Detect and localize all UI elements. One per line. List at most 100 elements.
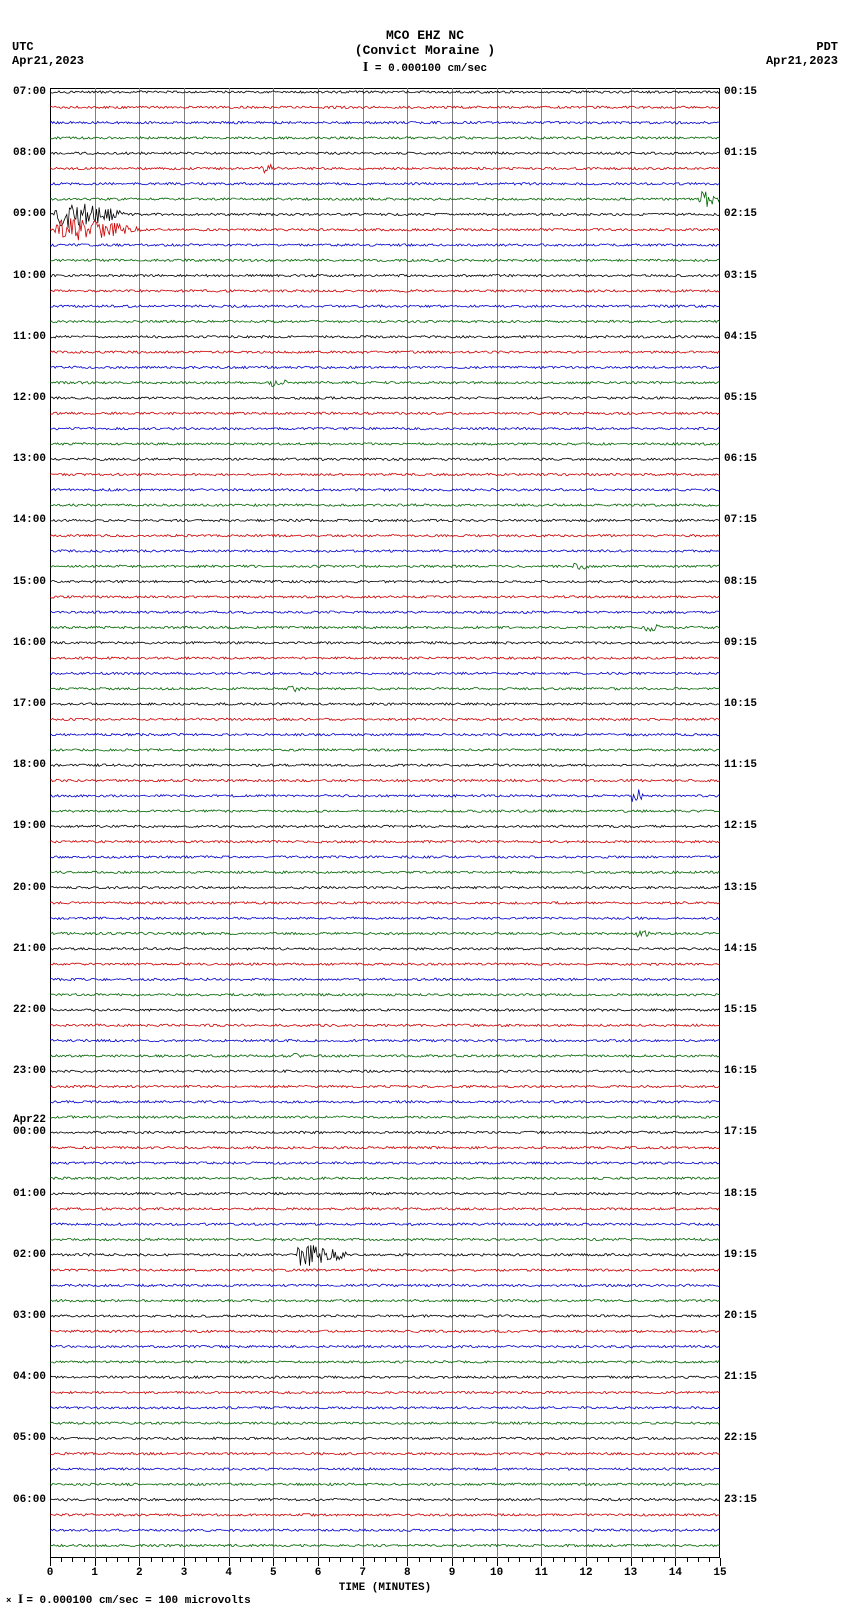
scale-indicator: I = 0.000100 cm/sec bbox=[0, 60, 850, 76]
trace-line bbox=[50, 1070, 720, 1072]
trace-line bbox=[50, 1147, 720, 1149]
station-subtitle: (Convict Moraine ) bbox=[0, 43, 850, 58]
pdt-time-label: 14:15 bbox=[724, 943, 757, 955]
xtick-minor bbox=[687, 1558, 688, 1562]
xtick-minor bbox=[430, 1558, 431, 1562]
trace-line bbox=[50, 366, 720, 368]
utc-time-label: 16:00 bbox=[13, 637, 46, 649]
trace-line bbox=[50, 733, 720, 735]
xtick-label: 12 bbox=[579, 1567, 592, 1579]
xtick-major bbox=[229, 1558, 230, 1566]
pdt-time-label: 04:15 bbox=[724, 331, 757, 343]
xtick-minor bbox=[251, 1558, 252, 1562]
trace-line bbox=[50, 218, 720, 240]
trace-line bbox=[50, 642, 720, 644]
xtick-minor bbox=[642, 1558, 643, 1562]
trace-line bbox=[50, 1177, 720, 1179]
utc-time-label: 15:00 bbox=[13, 576, 46, 588]
utc-time-label: 02:00 bbox=[13, 1249, 46, 1261]
utc-time-label: 01:00 bbox=[13, 1188, 46, 1200]
trace-line bbox=[50, 1391, 720, 1393]
pdt-time-label: 08:15 bbox=[724, 576, 757, 588]
xtick-minor bbox=[72, 1558, 73, 1562]
xtick-minor bbox=[307, 1558, 308, 1562]
xtick-minor bbox=[106, 1558, 107, 1562]
trace-line bbox=[50, 152, 720, 154]
xtick-minor bbox=[285, 1558, 286, 1562]
trace-line bbox=[50, 563, 720, 569]
xtick-major bbox=[631, 1558, 632, 1566]
trace-line bbox=[50, 1498, 720, 1500]
xtick-major bbox=[541, 1558, 542, 1566]
trace-line bbox=[50, 121, 720, 123]
trace-line bbox=[50, 1223, 720, 1225]
xtick-label: 8 bbox=[404, 1567, 411, 1579]
utc-time-label: 07:00 bbox=[13, 86, 46, 98]
xtick-label: 10 bbox=[490, 1567, 503, 1579]
xtick-minor bbox=[385, 1558, 386, 1562]
trace-line bbox=[50, 290, 720, 292]
xtick-label: 14 bbox=[669, 1567, 682, 1579]
trace-line bbox=[50, 718, 720, 720]
xtick-label: 7 bbox=[359, 1567, 366, 1579]
trace-line bbox=[50, 686, 720, 691]
xtick-minor bbox=[206, 1558, 207, 1562]
xtick-minor bbox=[474, 1558, 475, 1562]
xtick-major bbox=[50, 1558, 51, 1566]
utc-time-label: 04:00 bbox=[13, 1371, 46, 1383]
xtick-minor bbox=[653, 1558, 654, 1562]
trace-line bbox=[50, 1162, 720, 1164]
xtick-minor bbox=[463, 1558, 464, 1562]
trace-line bbox=[50, 535, 720, 537]
trace-line bbox=[50, 1514, 720, 1516]
trace-line bbox=[50, 948, 720, 950]
xtick-minor bbox=[84, 1558, 85, 1562]
xtick-label: 3 bbox=[181, 1567, 188, 1579]
trace-line bbox=[50, 1039, 720, 1041]
xtick-minor bbox=[117, 1558, 118, 1562]
xtick-major bbox=[586, 1558, 587, 1566]
utc-time-label: 20:00 bbox=[13, 882, 46, 894]
trace-line bbox=[50, 764, 720, 766]
xtick-minor bbox=[218, 1558, 219, 1562]
trace-line bbox=[50, 1315, 720, 1317]
trace-line bbox=[50, 1101, 720, 1103]
xtick-minor bbox=[553, 1558, 554, 1562]
xtick-label: 15 bbox=[713, 1567, 726, 1579]
trace-line bbox=[50, 458, 720, 460]
xtick-major bbox=[318, 1558, 319, 1566]
trace-line bbox=[50, 1407, 720, 1409]
xtick-minor bbox=[151, 1558, 152, 1562]
pdt-time-label: 01:15 bbox=[724, 147, 757, 159]
trace-line bbox=[50, 1529, 720, 1531]
trace-line bbox=[50, 320, 720, 322]
trace-line bbox=[50, 789, 720, 801]
utc-time-label: 21:00 bbox=[13, 943, 46, 955]
trace-line bbox=[50, 779, 720, 781]
xtick-label: 0 bbox=[47, 1567, 54, 1579]
trace-svg bbox=[50, 88, 720, 1558]
trace-line bbox=[50, 1192, 720, 1194]
pdt-time-label: 00:15 bbox=[724, 86, 757, 98]
trace-line bbox=[50, 204, 720, 228]
trace-line bbox=[50, 91, 720, 93]
trace-line bbox=[50, 336, 720, 338]
xtick-minor bbox=[162, 1558, 163, 1562]
xtick-minor bbox=[441, 1558, 442, 1562]
date-right-label: Apr21,2023 bbox=[766, 54, 838, 68]
trace-line bbox=[50, 871, 720, 873]
utc-time-label: 13:00 bbox=[13, 453, 46, 465]
trace-line bbox=[50, 244, 720, 246]
xtick-minor bbox=[340, 1558, 341, 1562]
trace-line bbox=[50, 504, 720, 506]
trace-line bbox=[50, 825, 720, 827]
trace-line bbox=[50, 1131, 720, 1133]
date-left-label: Apr21,2023 bbox=[12, 54, 84, 68]
trace-line bbox=[50, 1024, 720, 1026]
utc-time-label: 03:00 bbox=[13, 1310, 46, 1322]
pdt-time-label: 19:15 bbox=[724, 1249, 757, 1261]
xtick-label: 1 bbox=[91, 1567, 98, 1579]
trace-line bbox=[50, 1085, 720, 1087]
pdt-time-label: 09:15 bbox=[724, 637, 757, 649]
trace-line bbox=[50, 259, 720, 261]
